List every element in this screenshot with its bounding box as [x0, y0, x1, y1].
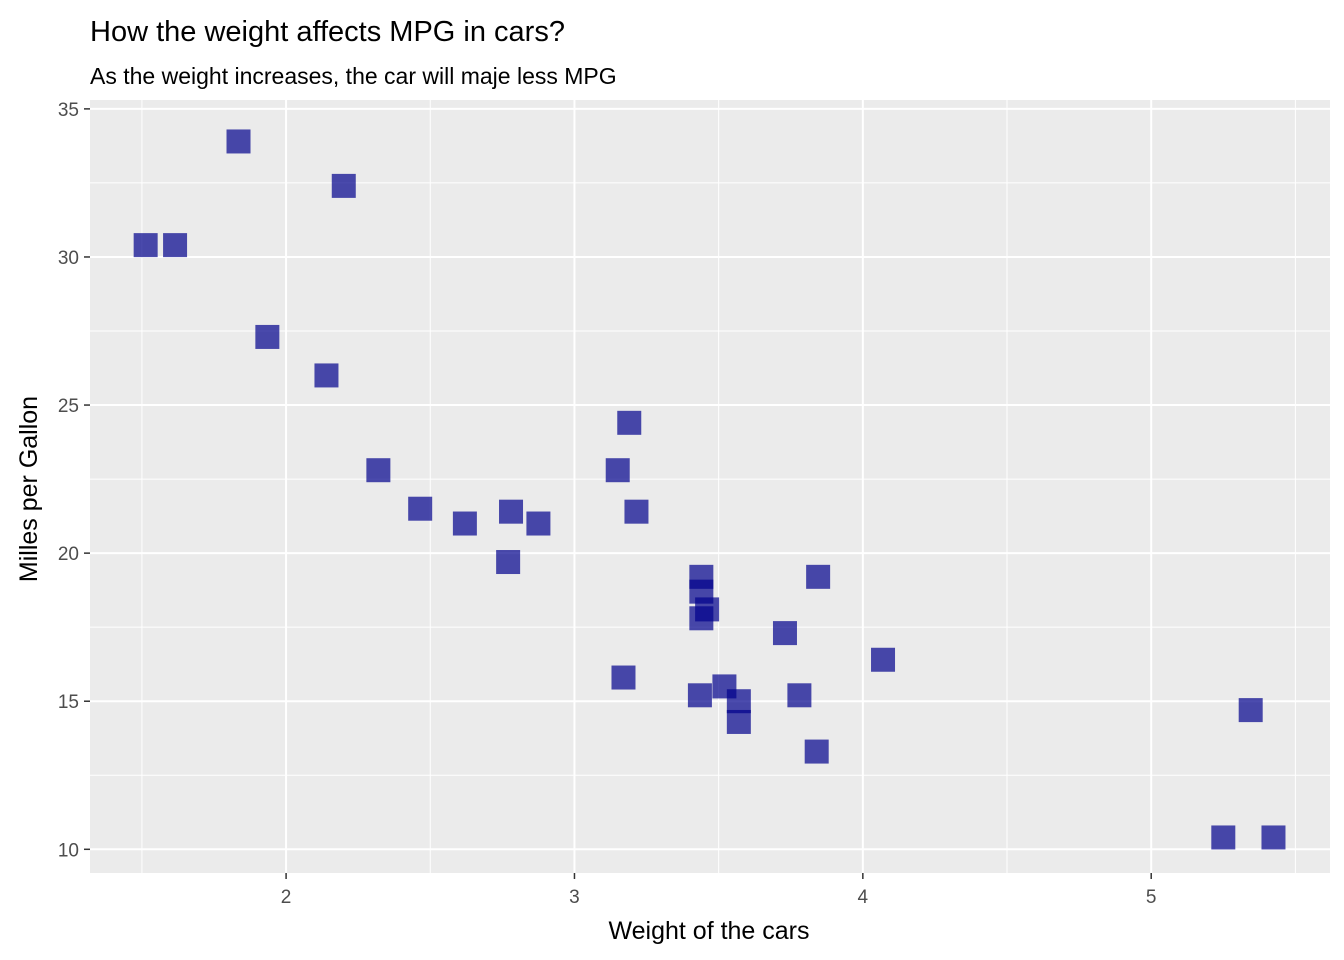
data-point: [726, 709, 751, 734]
x-tick-label: 4: [858, 887, 869, 908]
data-point: [605, 458, 630, 483]
data-point: [255, 324, 280, 349]
data-point: [689, 606, 714, 631]
minor-gridlines: [90, 100, 1330, 873]
x-axis-title: Weight of the cars: [608, 917, 809, 945]
data-point: [452, 511, 477, 536]
data-point: [689, 564, 714, 589]
data-point: [499, 499, 524, 524]
data-point: [226, 129, 251, 154]
y-tick-label: 25: [58, 396, 79, 417]
data-point: [787, 683, 812, 708]
chart-title: How the weight affects MPG in cars?: [90, 16, 565, 48]
data-point: [806, 564, 831, 589]
data-point: [804, 739, 829, 764]
y-tick-label: 15: [58, 692, 79, 713]
data-point: [1261, 825, 1286, 850]
y-axis: 10 15 20 25 30 35: [58, 100, 90, 861]
x-tick-label: 2: [281, 887, 292, 908]
y-tick-label: 20: [58, 544, 79, 565]
data-point: [624, 499, 649, 524]
data-point: [1211, 825, 1236, 850]
data-point: [871, 647, 896, 672]
x-axis: 2 3 4 5: [281, 873, 1157, 908]
data-point: [366, 458, 391, 483]
y-axis-title: Milles per Gallon: [15, 396, 43, 582]
data-point: [331, 173, 356, 198]
major-gridlines: [90, 100, 1330, 873]
data-point: [726, 689, 751, 714]
y-tick-label: 30: [58, 248, 79, 269]
data-point: [526, 511, 551, 536]
plot-panel: [90, 100, 1330, 873]
y-tick-label: 10: [58, 840, 79, 861]
data-point: [163, 233, 188, 258]
data-point: [617, 410, 642, 435]
y-tick-label: 35: [58, 100, 79, 121]
data-points: [133, 129, 1286, 850]
chart-subtitle: As the weight increases, the car will ma…: [90, 63, 617, 89]
data-point: [1238, 698, 1263, 723]
data-point: [496, 550, 521, 575]
data-point: [314, 363, 339, 388]
data-point: [408, 496, 433, 521]
x-tick-label: 5: [1146, 887, 1157, 908]
data-point: [687, 683, 712, 708]
data-point: [133, 233, 158, 258]
data-point: [772, 621, 797, 646]
data-point: [611, 665, 636, 690]
x-tick-label: 3: [569, 887, 580, 908]
